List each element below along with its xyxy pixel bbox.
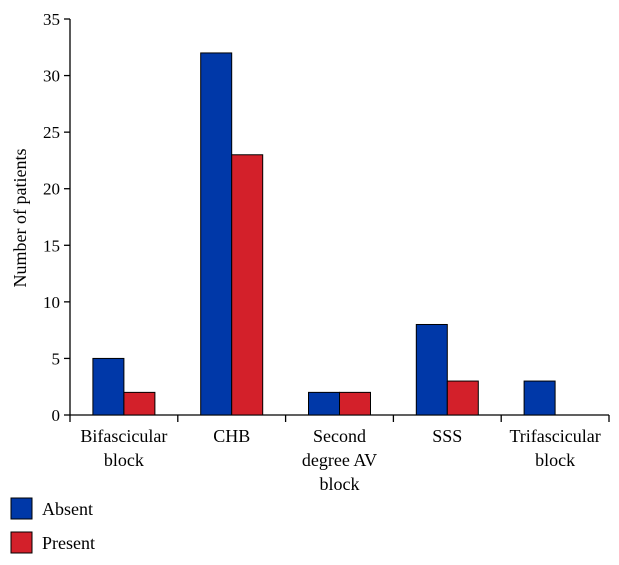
y-tick-label: 10 — [43, 293, 60, 312]
x-tick-label-line: block — [320, 474, 360, 494]
x-tick-label-line: block — [535, 450, 575, 470]
x-tick-label: Trifascicular block — [509, 426, 600, 470]
x-tick-label-line: SSS — [432, 426, 462, 446]
labels: Bifascicular block CHB Second degree AV block… — [80, 426, 600, 494]
y-tick-label: 5 — [52, 349, 61, 368]
y-tick-label: 30 — [43, 67, 60, 86]
bars — [92, 52, 556, 416]
x-tick-label-line: degree AV — [302, 450, 377, 470]
legend-label-absent: Absent — [42, 499, 93, 519]
x-tick-label-line: Bifascicular — [80, 426, 167, 446]
bar-absent-1 — [200, 52, 233, 416]
bar-absent-4 — [523, 380, 556, 416]
y-tick-label: 25 — [43, 123, 60, 142]
y-tick-label: 15 — [43, 236, 60, 255]
x-tick-label-line: Trifascicular — [509, 426, 600, 446]
x-tick-label-line: Second — [313, 426, 366, 446]
y-tick-label: 20 — [43, 180, 60, 199]
x-tick-label-line: block — [104, 450, 144, 470]
x-tick-label-line: CHB — [213, 426, 250, 446]
bar-absent-2 — [308, 391, 340, 416]
bar-present-3 — [446, 380, 479, 416]
x-tick-label: SSS — [432, 426, 462, 446]
legend-swatch-absent — [10, 497, 33, 520]
y-tick-label: 35 — [43, 10, 60, 29]
bar-present-2 — [339, 391, 371, 416]
legend-swatch-present — [10, 531, 33, 554]
legend: Absent Present — [10, 497, 95, 554]
legend-label-present: Present — [42, 533, 95, 553]
bar-present-0 — [123, 391, 156, 416]
y-axis-label: Number of patients — [10, 149, 30, 288]
x-tick-label: CHB — [213, 426, 250, 446]
x-tick-label: Bifascicular block — [80, 426, 167, 470]
y-tick-label: 0 — [52, 406, 61, 425]
axes: 0 5 10 15 20 25 30 35 — [43, 10, 610, 425]
bar-absent-0 — [92, 357, 125, 416]
x-tick-label: Second degree AV block — [302, 426, 377, 494]
bar-present-1 — [231, 154, 264, 416]
bar-absent-3 — [415, 323, 448, 416]
